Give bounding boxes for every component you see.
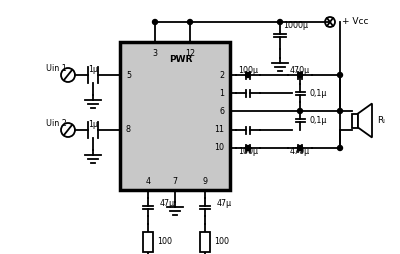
- Bar: [143, 232, 153, 252]
- Text: 47μ: 47μ: [160, 199, 175, 209]
- Text: 100: 100: [214, 237, 229, 246]
- Text: 470μ: 470μ: [290, 66, 310, 75]
- Text: 2: 2: [219, 71, 224, 80]
- Text: + Vcc: + Vcc: [342, 17, 368, 25]
- Circle shape: [338, 108, 342, 114]
- Text: 5: 5: [126, 71, 131, 80]
- Text: 0,1μ: 0,1μ: [310, 116, 327, 125]
- Circle shape: [298, 108, 302, 114]
- Circle shape: [338, 146, 342, 151]
- Text: 470μ: 470μ: [290, 147, 310, 156]
- Circle shape: [278, 20, 282, 24]
- Text: 100: 100: [157, 237, 172, 246]
- Bar: [352, 114, 358, 128]
- Text: 10: 10: [214, 144, 224, 152]
- Text: 1μ: 1μ: [88, 65, 98, 74]
- Text: 4: 4: [146, 178, 150, 186]
- Text: 0,1μ: 0,1μ: [310, 88, 327, 98]
- Bar: [120, 42, 230, 190]
- Circle shape: [298, 146, 302, 151]
- Circle shape: [246, 72, 250, 77]
- Bar: [200, 232, 210, 252]
- Text: 6: 6: [219, 106, 224, 116]
- Text: 100μ: 100μ: [238, 147, 258, 156]
- Text: 47μ: 47μ: [217, 199, 232, 209]
- Text: 100μ: 100μ: [238, 66, 258, 75]
- Text: 1μ: 1μ: [88, 120, 98, 129]
- Circle shape: [152, 20, 158, 24]
- Text: Rₗ: Rₗ: [377, 116, 385, 125]
- Text: 12: 12: [185, 50, 195, 58]
- Text: 1000μ: 1000μ: [283, 21, 308, 29]
- Text: 8: 8: [126, 125, 131, 135]
- Text: 11: 11: [214, 125, 224, 135]
- Circle shape: [246, 146, 250, 151]
- Polygon shape: [358, 103, 372, 137]
- Circle shape: [338, 72, 342, 77]
- Text: 7: 7: [172, 178, 178, 186]
- Text: Uin 2: Uin 2: [46, 119, 67, 128]
- Text: 9: 9: [202, 178, 208, 186]
- Text: 3: 3: [152, 50, 158, 58]
- Text: Uin 1: Uin 1: [46, 64, 67, 73]
- Text: 1: 1: [219, 88, 224, 98]
- Circle shape: [188, 20, 192, 24]
- Text: PWR: PWR: [169, 56, 192, 65]
- Circle shape: [298, 72, 302, 77]
